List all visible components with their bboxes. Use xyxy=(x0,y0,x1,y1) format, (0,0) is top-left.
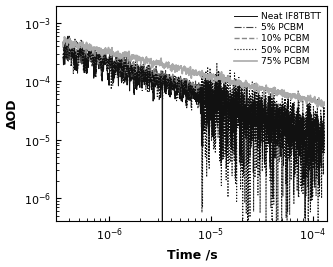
Line: 5% PCBM: 5% PCBM xyxy=(63,39,324,136)
5% PCBM xyxy=(313,135,317,138)
Neat IF8TBTT xyxy=(289,126,293,129)
Neat IF8TBTT xyxy=(161,227,165,230)
75% PCBM xyxy=(107,46,111,49)
5% PCBM xyxy=(172,78,176,81)
10% PCBM xyxy=(91,53,95,56)
X-axis label: Time /s: Time /s xyxy=(166,249,217,261)
75% PCBM xyxy=(161,65,165,68)
Neat IF8TBTT xyxy=(322,130,326,134)
75% PCBM xyxy=(322,103,326,106)
5% PCBM xyxy=(317,125,321,128)
50% PCBM xyxy=(289,179,293,182)
Neat IF8TBTT xyxy=(68,35,72,38)
Legend: Neat IF8TBTT, 5% PCBM, 10% PCBM, 50% PCBM, 75% PCBM: Neat IF8TBTT, 5% PCBM, 10% PCBM, 50% PCB… xyxy=(232,10,323,68)
10% PCBM xyxy=(172,81,176,84)
Neat IF8TBTT xyxy=(162,82,166,85)
10% PCBM xyxy=(316,127,320,131)
50% PCBM xyxy=(91,56,95,59)
5% PCBM xyxy=(161,78,165,82)
50% PCBM xyxy=(241,255,245,258)
75% PCBM xyxy=(320,105,324,109)
10% PCBM xyxy=(107,62,111,65)
Line: 10% PCBM: 10% PCBM xyxy=(63,40,324,129)
Neat IF8TBTT xyxy=(61,56,65,60)
75% PCBM xyxy=(91,49,95,53)
Line: 50% PCBM: 50% PCBM xyxy=(63,36,324,257)
5% PCBM xyxy=(322,127,326,131)
5% PCBM xyxy=(289,117,293,120)
Neat IF8TBTT xyxy=(173,91,177,94)
Neat IF8TBTT xyxy=(91,57,95,61)
Y-axis label: ΔOD: ΔOD xyxy=(6,98,19,129)
75% PCBM xyxy=(62,35,66,38)
75% PCBM xyxy=(61,45,65,48)
5% PCBM xyxy=(91,57,95,61)
50% PCBM xyxy=(161,77,165,81)
5% PCBM xyxy=(73,38,77,41)
Line: 75% PCBM: 75% PCBM xyxy=(63,37,324,107)
50% PCBM xyxy=(61,56,65,59)
50% PCBM xyxy=(66,34,70,37)
50% PCBM xyxy=(107,57,111,60)
50% PCBM xyxy=(172,77,176,80)
75% PCBM xyxy=(289,96,293,99)
10% PCBM xyxy=(65,38,69,41)
75% PCBM xyxy=(172,64,176,67)
Neat IF8TBTT xyxy=(107,73,111,77)
50% PCBM xyxy=(322,132,326,135)
5% PCBM xyxy=(107,61,111,64)
50% PCBM xyxy=(317,134,321,138)
10% PCBM xyxy=(289,116,293,120)
Line: Neat IF8TBTT: Neat IF8TBTT xyxy=(63,36,324,229)
75% PCBM xyxy=(317,98,321,101)
10% PCBM xyxy=(322,124,326,127)
Neat IF8TBTT xyxy=(317,135,321,138)
10% PCBM xyxy=(317,124,321,127)
10% PCBM xyxy=(161,72,165,76)
10% PCBM xyxy=(61,42,65,45)
5% PCBM xyxy=(61,40,65,43)
